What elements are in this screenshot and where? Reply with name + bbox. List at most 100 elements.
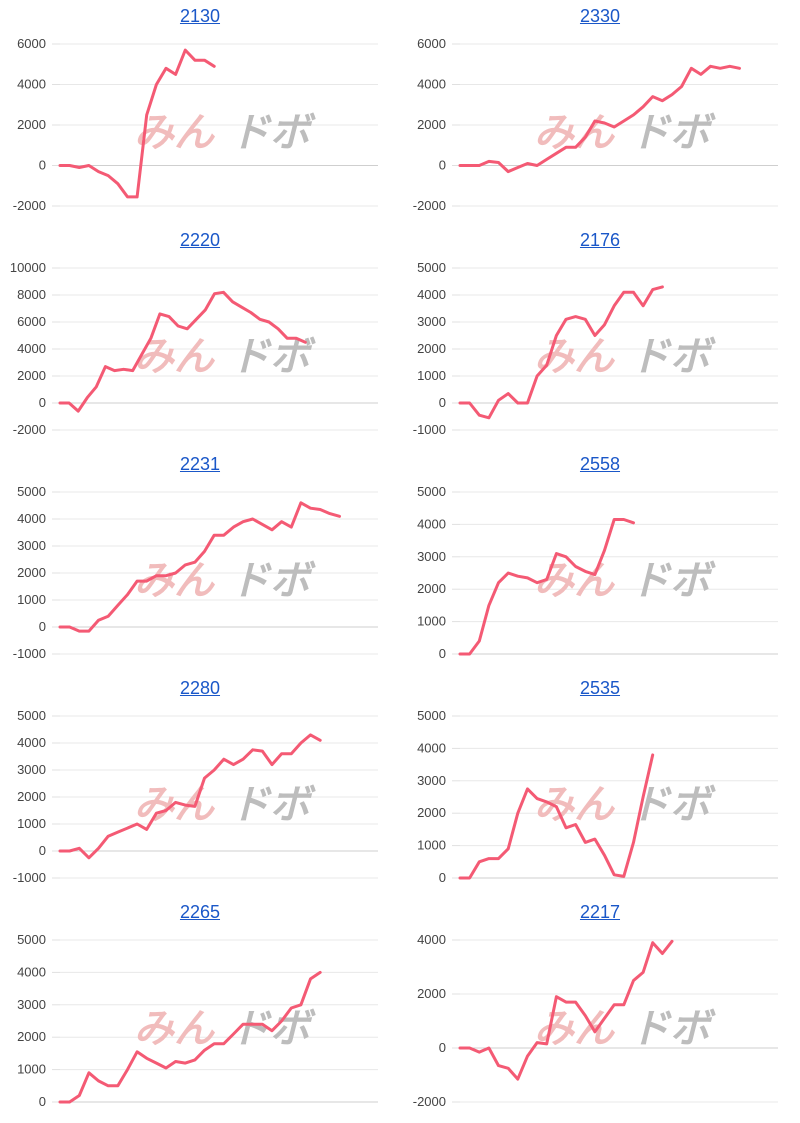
- y-tick-label: 0: [39, 843, 46, 858]
- y-tick-label: 2000: [17, 117, 46, 132]
- series-line: [458, 753, 655, 880]
- series-line: [458, 518, 635, 656]
- y-tick-label: 2000: [17, 565, 46, 580]
- chart-panel-2231: 5000 4000 3000 2000 1000 0 -1000 みん ドボ 2231: [0, 448, 400, 672]
- chart-title-link[interactable]: 2558: [579, 454, 621, 474]
- y-tick-label: 6000: [17, 314, 46, 329]
- y-tick-label: 4000: [417, 77, 446, 92]
- y-tick-label: 1000: [417, 838, 446, 853]
- y-tick-label: 3000: [17, 762, 46, 777]
- y-tick-label: 5000: [17, 484, 46, 499]
- chart-title-link[interactable]: 2176: [579, 230, 621, 250]
- y-tick-label: 3000: [17, 997, 46, 1012]
- y-tick-label: 0: [39, 619, 46, 634]
- y-tick-label: 2000: [17, 368, 46, 383]
- watermark-right: ドボ: [230, 782, 316, 828]
- y-tick-label: 2000: [417, 581, 446, 596]
- y-tick-label: -2000: [413, 198, 446, 213]
- chart-title-link[interactable]: 2217: [579, 902, 621, 922]
- chart-title-link[interactable]: 2130: [179, 6, 221, 26]
- chart-svg-2330: 6000 4000 2000 0 -2000 みん ドボ: [413, 36, 778, 213]
- y-tick-label: 3000: [417, 773, 446, 788]
- series-line: [458, 64, 741, 174]
- y-tick-label: 4000: [17, 341, 46, 356]
- watermark-left: みん: [534, 110, 616, 156]
- y-tick-label: 0: [439, 646, 446, 661]
- chart-title-link[interactable]: 2330: [579, 6, 621, 26]
- y-tick-label: 1000: [17, 592, 46, 607]
- y-tick-label: 2000: [17, 1029, 46, 1044]
- y-tick-label: 1000: [417, 368, 446, 383]
- chart-panel-2330: 6000 4000 2000 0 -2000 みん ドボ 2330: [400, 0, 800, 224]
- y-tick-label: 5000: [417, 260, 446, 275]
- watermark-left: みん: [134, 334, 216, 380]
- y-tick-label: 5000: [17, 708, 46, 723]
- chart-svg-2176: 5000 4000 3000 2000 1000 0 -1000 みん ドボ: [413, 260, 778, 437]
- y-tick-label: -2000: [413, 1094, 446, 1109]
- y-tick-label: 0: [439, 1040, 446, 1055]
- chart-title-link[interactable]: 2265: [179, 902, 221, 922]
- series-line: [458, 285, 664, 420]
- y-tick-label: 2000: [417, 986, 446, 1001]
- series-line: [58, 48, 216, 199]
- y-tick-label: 2000: [417, 341, 446, 356]
- y-tick-label: 1000: [17, 1062, 46, 1077]
- y-tick-label: 2000: [417, 805, 446, 820]
- y-tick-label: 3000: [417, 549, 446, 564]
- chart-title-link[interactable]: 2220: [179, 230, 221, 250]
- chart-title-link[interactable]: 2280: [179, 678, 221, 698]
- watermark-left: みん: [534, 782, 616, 828]
- watermark-left: みん: [534, 334, 616, 380]
- chart-panel-2535: 5000 4000 3000 2000 1000 0 みん ドボ 2535: [400, 672, 800, 896]
- watermark-right: ドボ: [630, 110, 716, 156]
- y-tick-label: 5000: [417, 484, 446, 499]
- y-tick-label: 1000: [17, 816, 46, 831]
- y-tick-label: 0: [39, 158, 46, 173]
- y-tick-label: 4000: [17, 964, 46, 979]
- y-tick-label: -1000: [13, 870, 46, 885]
- watermark-right: ドボ: [630, 1006, 716, 1052]
- chart-title-link[interactable]: 2535: [579, 678, 621, 698]
- y-tick-label: 4000: [417, 740, 446, 755]
- watermark-right: ドボ: [230, 110, 316, 156]
- y-tick-label: -1000: [413, 422, 446, 437]
- y-tick-label: 0: [439, 870, 446, 885]
- series-line: [58, 501, 341, 633]
- chart-svg-2280: 5000 4000 3000 2000 1000 0 -1000 みん ドボ: [13, 708, 378, 885]
- series-line: [58, 970, 322, 1104]
- chart-title-link[interactable]: 2231: [179, 454, 221, 474]
- y-tick-label: 10000: [10, 260, 46, 275]
- watermark-right: ドボ: [230, 558, 316, 604]
- y-tick-label: 0: [439, 395, 446, 410]
- y-tick-label: 8000: [17, 287, 46, 302]
- y-tick-label: 4000: [417, 287, 446, 302]
- y-tick-label: 1000: [417, 614, 446, 629]
- watermark-right: ドボ: [630, 334, 716, 380]
- y-tick-label: 3000: [417, 314, 446, 329]
- y-tick-label: 4000: [17, 511, 46, 526]
- series-line: [458, 939, 674, 1081]
- chart-panel-2280: 5000 4000 3000 2000 1000 0 -1000 みん ドボ 2280: [0, 672, 400, 896]
- chart-panel-2130: 6000 4000 2000 0 -2000 みん ドボ 2130: [0, 0, 400, 224]
- watermark-left: みん: [134, 1006, 216, 1052]
- y-tick-label: 0: [39, 1094, 46, 1109]
- chart-panel-2176: 5000 4000 3000 2000 1000 0 -1000 みん ドボ 2176: [400, 224, 800, 448]
- y-tick-label: 4000: [17, 77, 46, 92]
- chart-panel-2558: 5000 4000 3000 2000 1000 0 みん ドボ 2558: [400, 448, 800, 672]
- y-tick-label: 3000: [17, 538, 46, 553]
- y-tick-label: 2000: [17, 789, 46, 804]
- y-tick-label: -2000: [13, 198, 46, 213]
- y-tick-label: 5000: [17, 932, 46, 947]
- y-tick-label: -1000: [13, 646, 46, 661]
- y-tick-label: 6000: [417, 36, 446, 51]
- y-tick-label: 4000: [417, 516, 446, 531]
- y-tick-label: 0: [439, 158, 446, 173]
- series-line: [58, 290, 307, 413]
- y-tick-label: -2000: [13, 422, 46, 437]
